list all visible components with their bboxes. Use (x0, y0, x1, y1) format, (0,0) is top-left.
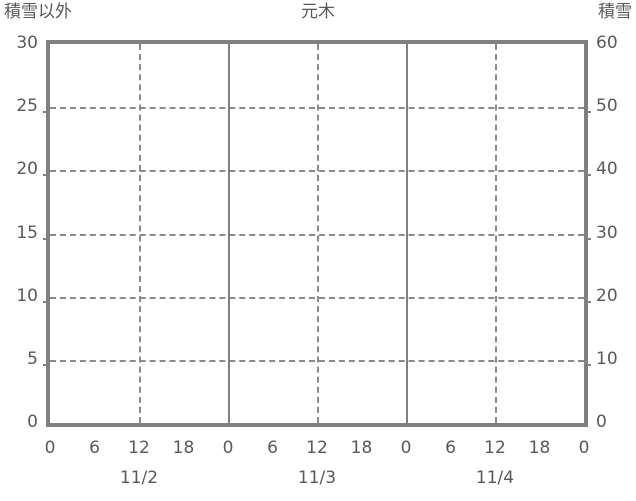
x-axis-day-label: 11/2 (119, 468, 159, 488)
left-axis-tick-label: 5 (27, 348, 38, 369)
x-axis-hour-label: 0 (578, 438, 590, 458)
plot-area (43, 40, 591, 427)
right-axis-tick-label: 50 (596, 96, 618, 117)
x-axis-hour-label: 12 (128, 438, 150, 458)
right-axis-tick-mark (584, 174, 591, 177)
left-axis-tick-label: 15 (16, 222, 38, 243)
right-axis-tick-label: 20 (596, 285, 618, 306)
left-axis-tick-mark (43, 237, 50, 240)
right-axis-tick-label: 0 (596, 412, 607, 432)
x-axis-hour-label: 6 (445, 438, 456, 458)
x-axis-hour-label: 0 (222, 438, 234, 458)
left-axis-tick-label: 20 (16, 159, 38, 180)
left-axis-tick-label: 10 (16, 285, 38, 306)
right-axis-tick-label: 10 (596, 348, 618, 369)
left-axis-tick-label: 25 (16, 96, 38, 117)
vertical-gridline-day-boundary (228, 44, 230, 423)
x-axis-hour-label: 18 (350, 438, 373, 458)
left-axis-tick-mark (43, 363, 50, 366)
right-axis-title: 積雪 (598, 2, 632, 22)
vertical-gridline-day-boundary (406, 44, 408, 423)
left-axis-tick-mark (43, 300, 50, 303)
plot-gridlines (50, 44, 584, 423)
chart-title: 元木 (301, 2, 335, 22)
right-axis-tick-mark (584, 363, 591, 366)
right-axis-tick-mark (584, 237, 591, 240)
x-axis-hour-label: 6 (267, 438, 278, 458)
left-axis-tick-mark (43, 174, 50, 177)
vertical-gridline-dashed (317, 44, 319, 423)
x-axis-hour-label: 12 (306, 438, 328, 458)
right-axis-tick-label: 60 (596, 33, 618, 53)
left-axis-tick-label: 0 (27, 412, 38, 432)
left-axis-tick-label: 30 (16, 33, 38, 53)
right-axis-tick-label: 30 (596, 222, 618, 243)
x-axis-hour-label: 0 (400, 438, 412, 458)
x-axis-hour-label: 0 (44, 438, 56, 458)
right-axis-tick-mark (584, 300, 591, 303)
left-axis-title: 積雪以外 (4, 2, 72, 22)
vertical-gridline-dashed (139, 44, 141, 423)
x-axis-hour-label: 6 (89, 438, 100, 458)
x-axis-hour-label: 12 (484, 438, 506, 458)
x-axis-day-label: 11/4 (475, 468, 515, 488)
x-axis-day-label: 11/3 (297, 468, 337, 488)
x-axis-hour-label: 18 (528, 438, 551, 458)
x-axis-hour-label: 18 (172, 438, 195, 458)
left-axis-tick-mark (43, 111, 50, 114)
right-axis-tick-label: 40 (596, 159, 618, 180)
right-axis-tick-mark (584, 111, 591, 114)
vertical-gridline-dashed (495, 44, 497, 423)
